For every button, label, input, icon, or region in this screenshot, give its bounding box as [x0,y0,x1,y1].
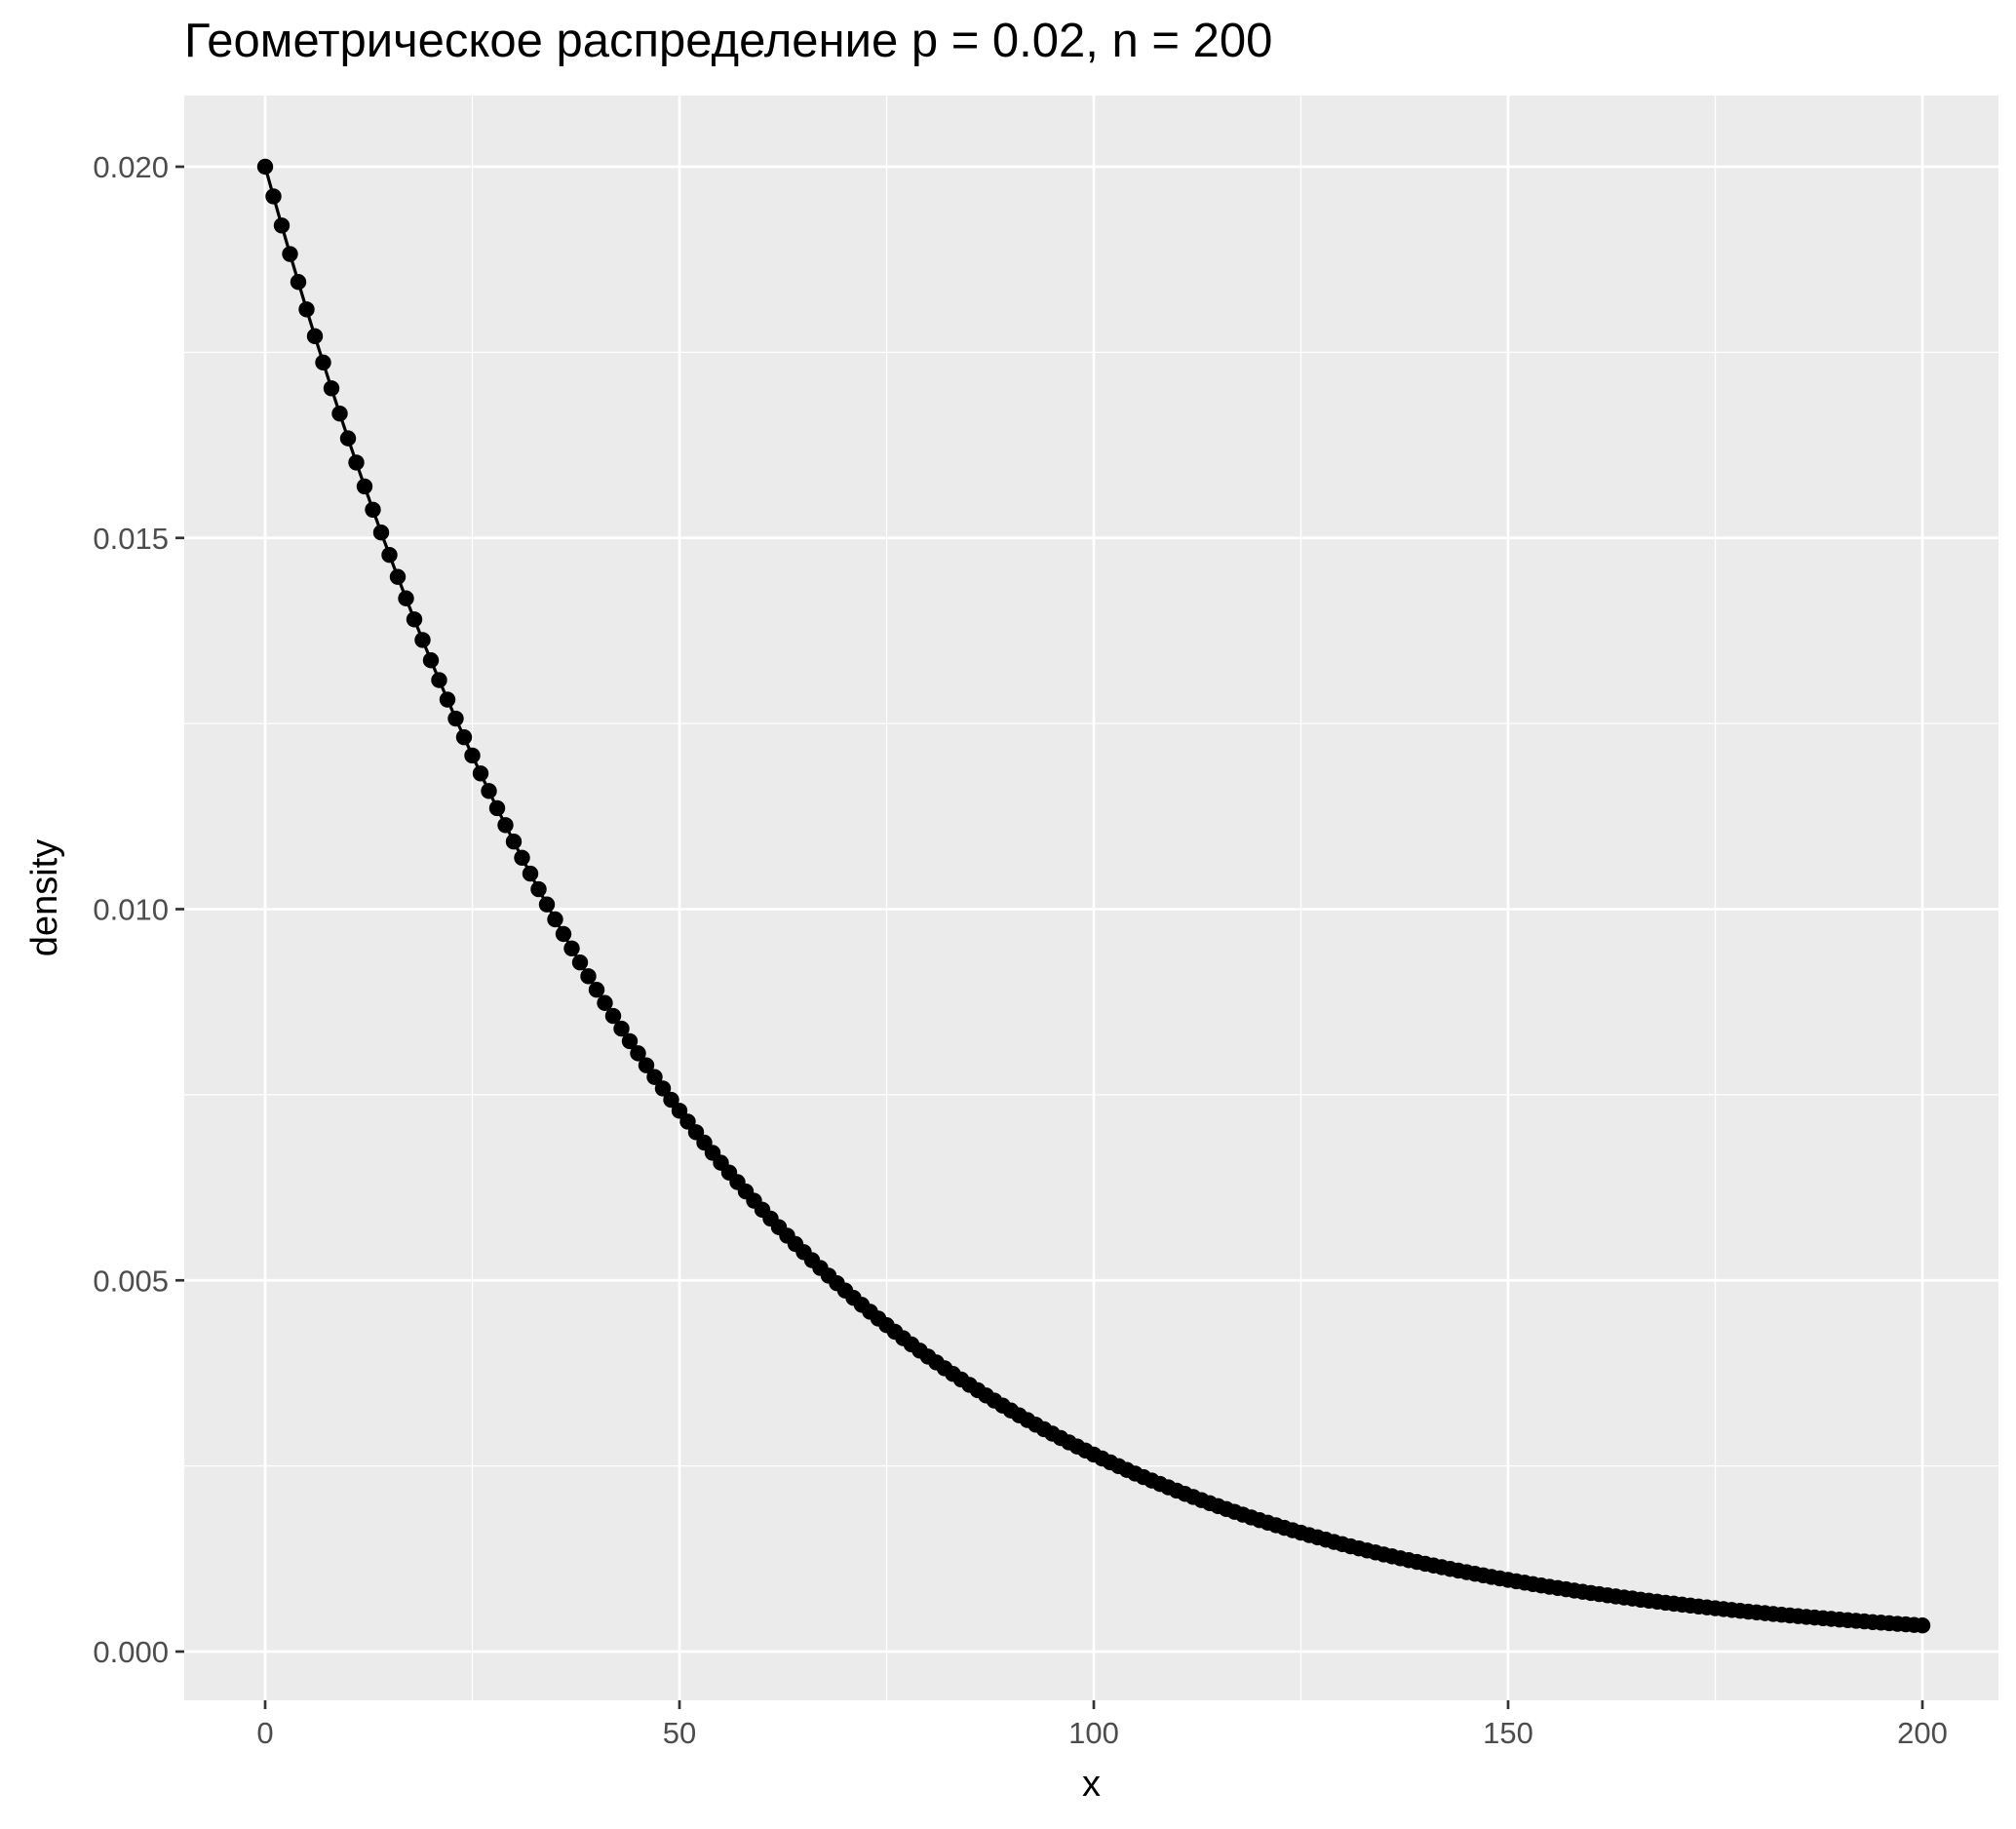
data-point [638,1057,655,1073]
data-point [472,765,489,782]
data-point [365,501,381,519]
major-gridlines [184,96,1998,1700]
data-point [464,747,481,764]
data-point [671,1103,688,1119]
data-point [514,849,530,866]
data-point [339,430,357,447]
x-tick-label: 200 [1897,1716,1948,1750]
data-point [630,1045,646,1062]
x-tick-label: 0 [256,1716,273,1750]
data-point [356,478,373,495]
data-point [505,834,523,850]
data-point [447,710,464,727]
data-point [604,1007,622,1025]
data-point [1914,1617,1931,1634]
data-point [372,524,390,541]
plot-panel [184,96,1998,1700]
data-point [414,632,431,648]
series-layer [256,158,1931,1634]
data-point [481,783,497,799]
data-point [315,354,331,371]
data-point [256,158,274,175]
data-point [538,896,556,913]
x-tick-label: 150 [1483,1716,1533,1750]
data-point [273,217,291,234]
y-tick-label: 0.000 [93,1635,169,1669]
data-point [497,817,514,834]
data-point [282,246,298,262]
data-point [398,590,414,606]
data-point [580,968,597,985]
data-point [588,982,605,998]
data-point [298,301,315,318]
data-point [646,1069,663,1085]
x-tick-label: 100 [1068,1716,1119,1750]
data-point [431,672,447,688]
data-point [406,611,423,628]
data-point [488,799,506,817]
data-point [621,1032,639,1050]
data-point [455,728,473,746]
chart-title: Геометрическое распределение p = 0.02, n… [184,15,1273,67]
data-point [555,925,572,943]
data-point [663,1091,679,1109]
data-point [389,568,407,585]
data-point [348,454,365,471]
data-point [547,911,563,928]
axes-layer: 0 50 100 150 200 0.000 0.005 0.010 0.015 0.020 [93,150,1947,1750]
y-tick-label: 0.005 [93,1264,169,1298]
y-tick-label: 0.020 [93,150,169,184]
x-axis-title: x [1082,1764,1101,1805]
data-point [597,994,613,1011]
y-tick-label: 0.010 [93,893,169,927]
y-axis-title: density [24,839,65,956]
data-point [571,953,589,971]
data-point [654,1080,672,1097]
data-point [290,274,307,291]
y-tick-label: 0.015 [93,522,169,556]
data-point [323,380,340,397]
data-point [563,940,580,956]
data-point [306,328,324,345]
data-point [331,406,348,422]
data-point [522,865,539,882]
data-point [422,652,440,669]
data-point [265,188,282,205]
data-point [530,880,547,898]
minor-gridlines [184,96,1998,1700]
x-tick-label: 50 [663,1716,696,1750]
data-point [613,1020,630,1037]
data-point [381,546,398,564]
data-point [439,691,456,708]
